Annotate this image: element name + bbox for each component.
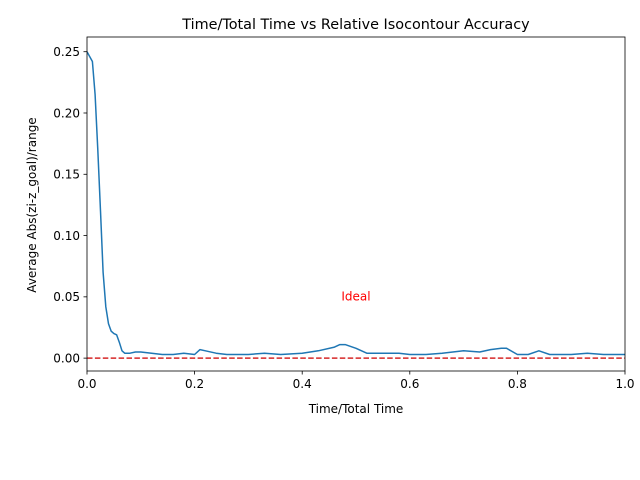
x-axis-ticks: 0.0 0.2 0.4 0.6 0.8 1.0: [77, 371, 635, 391]
chart-title: Time/Total Time vs Relative Isocontour A…: [181, 17, 530, 33]
axes-frame: [86, 36, 626, 372]
x-tick-label: 1.0: [615, 377, 634, 391]
y-axis-ticks: 0.00 0.05 0.10 0.15 0.20 0.25: [53, 45, 87, 365]
x-tick-label: 0.6: [400, 377, 419, 391]
y-tick-label: 0.00: [53, 351, 80, 365]
x-tick-label: 0.0: [77, 377, 96, 391]
y-tick-label: 0.05: [53, 290, 80, 304]
annotation-label: Ideal: [341, 289, 370, 303]
x-tick-label: 0.4: [293, 377, 312, 391]
accuracy-series-line: [87, 51, 625, 356]
x-tick-label: 0.2: [185, 377, 204, 391]
plot-area: [87, 51, 625, 359]
y-axis-label: Average Abs(zi-z_goal)/range: [25, 117, 39, 292]
y-tick-label: 0.15: [53, 168, 80, 182]
y-tick-label: 0.25: [53, 45, 80, 59]
y-tick-label: 0.20: [53, 106, 80, 120]
y-tick-label: 0.10: [53, 229, 80, 243]
x-tick-label: 0.8: [508, 377, 527, 391]
x-axis-label: Time/Total Time: [308, 402, 404, 416]
